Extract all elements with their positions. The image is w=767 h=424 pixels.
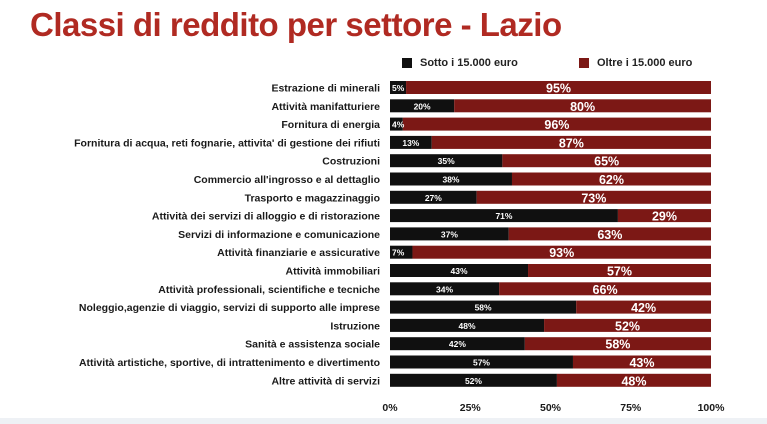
bar-below xyxy=(390,190,477,204)
data-label-above: 63% xyxy=(597,228,622,242)
bar-above xyxy=(572,355,711,369)
bar-below xyxy=(390,373,557,387)
x-tick-label: 50% xyxy=(540,402,562,414)
x-tick-label: 25% xyxy=(460,402,482,414)
data-label-above: 96% xyxy=(544,118,569,132)
category-label: Servizi di informazione e comunicazione xyxy=(178,229,380,241)
category-label: Fornitura di energia xyxy=(281,119,380,131)
data-label-above: 48% xyxy=(621,374,646,388)
data-label-below: 42% xyxy=(449,339,466,349)
category-label: Istruzione xyxy=(330,320,380,332)
bar-above xyxy=(544,318,711,332)
bar-below xyxy=(390,172,512,186)
data-label-below: 4% xyxy=(392,120,405,130)
category-label: Sanità e assistenza sociale xyxy=(245,339,380,351)
x-tick-label: 0% xyxy=(382,402,398,414)
bar-below xyxy=(390,355,573,369)
bar-below xyxy=(390,209,618,223)
data-label-above: 73% xyxy=(581,191,606,205)
data-label-below: 43% xyxy=(451,266,468,276)
category-label: Attività immobiliari xyxy=(285,266,380,278)
data-label-above: 57% xyxy=(607,265,632,279)
bottom-strip xyxy=(0,418,767,424)
bar-above xyxy=(412,245,711,259)
category-label: Fornitura di acqua, reti fognarie, attiv… xyxy=(74,137,380,149)
bar-below xyxy=(390,300,577,314)
bar-below xyxy=(390,282,500,296)
data-label-below: 38% xyxy=(442,175,459,185)
data-label-above: 62% xyxy=(599,173,624,187)
bar-above xyxy=(499,282,711,296)
bar-below xyxy=(390,245,413,259)
legend-item-above: Oltre i 15.000 euro xyxy=(579,57,692,69)
chart-title: Classi di reddito per settore - Lazio xyxy=(30,6,562,43)
bar-above xyxy=(617,209,711,223)
bar-below xyxy=(390,81,407,94)
bar-above xyxy=(502,154,711,168)
data-label-above: 43% xyxy=(629,356,654,370)
data-label-below: 57% xyxy=(473,358,490,368)
data-label-above: 29% xyxy=(652,210,677,224)
data-label-above: 80% xyxy=(570,100,595,114)
category-label: Attività dei servizi di alloggio e di ri… xyxy=(152,211,380,223)
bar-above xyxy=(476,190,711,204)
category-label: Attività artistiche, sportive, di intrat… xyxy=(79,357,380,369)
data-label-below: 58% xyxy=(475,303,492,313)
bar-below xyxy=(390,264,529,277)
x-tick-label: 75% xyxy=(620,402,642,414)
bar-below xyxy=(390,117,403,131)
data-label-below: 13% xyxy=(402,138,419,148)
data-label-below: 20% xyxy=(414,101,431,111)
legend-item-below: Sotto i 15.000 euro xyxy=(402,57,518,69)
category-label: Altre attività di servizi xyxy=(271,375,380,387)
data-label-above: 93% xyxy=(549,246,574,260)
category-label: Estrazione di minerali xyxy=(271,83,380,95)
data-label-below: 7% xyxy=(392,248,405,258)
bar-below xyxy=(390,227,509,241)
data-label-below: 27% xyxy=(425,193,442,203)
bar-above xyxy=(556,373,711,387)
x-tick-label: 100% xyxy=(698,402,726,414)
category-label: Trasporto e magazzinaggio xyxy=(245,192,380,204)
data-label-below: 5% xyxy=(392,83,405,93)
data-label-below: 34% xyxy=(436,284,453,294)
bar-above xyxy=(508,227,711,241)
data-label-above: 42% xyxy=(631,301,656,315)
bar-above xyxy=(528,264,711,277)
bar-below xyxy=(390,99,455,113)
data-label-above: 87% xyxy=(559,136,584,150)
bar-below xyxy=(390,318,545,332)
data-label-above: 52% xyxy=(615,319,640,333)
bar-below xyxy=(390,135,432,149)
data-label-below: 48% xyxy=(459,321,476,331)
bar-above xyxy=(524,337,711,351)
bar-above xyxy=(576,300,711,314)
data-label-below: 71% xyxy=(495,211,512,221)
data-label-below: 52% xyxy=(465,376,482,386)
category-label: Noleggio,agenzie di viaggio, servizi di … xyxy=(79,302,380,314)
legend-label-below: Sotto i 15.000 euro xyxy=(420,57,518,69)
category-label: Commercio all'ingrosso e al dettaglio xyxy=(194,174,380,186)
bar-above xyxy=(454,99,711,113)
category-label: Attività professionali, scientifiche e t… xyxy=(158,284,380,296)
data-label-below: 35% xyxy=(438,156,455,166)
bar-above xyxy=(402,117,711,131)
data-label-below: 37% xyxy=(441,229,458,239)
legend-swatch-below xyxy=(402,58,412,68)
category-label: Costruzioni xyxy=(322,156,380,168)
category-label: Attività finanziarie e assicurative xyxy=(217,247,380,259)
bar-above xyxy=(511,172,711,186)
data-label-above: 66% xyxy=(593,283,618,297)
bar-below xyxy=(390,337,525,351)
bar-above xyxy=(406,81,711,94)
bar-below xyxy=(390,154,503,168)
legend-swatch-above xyxy=(579,58,589,68)
category-label: Attività manifatturiere xyxy=(271,101,380,113)
bar-above xyxy=(431,135,711,149)
data-label-above: 65% xyxy=(594,155,619,169)
data-label-above: 58% xyxy=(605,338,630,352)
data-label-above: 95% xyxy=(546,82,571,96)
legend-label-above: Oltre i 15.000 euro xyxy=(597,57,693,69)
